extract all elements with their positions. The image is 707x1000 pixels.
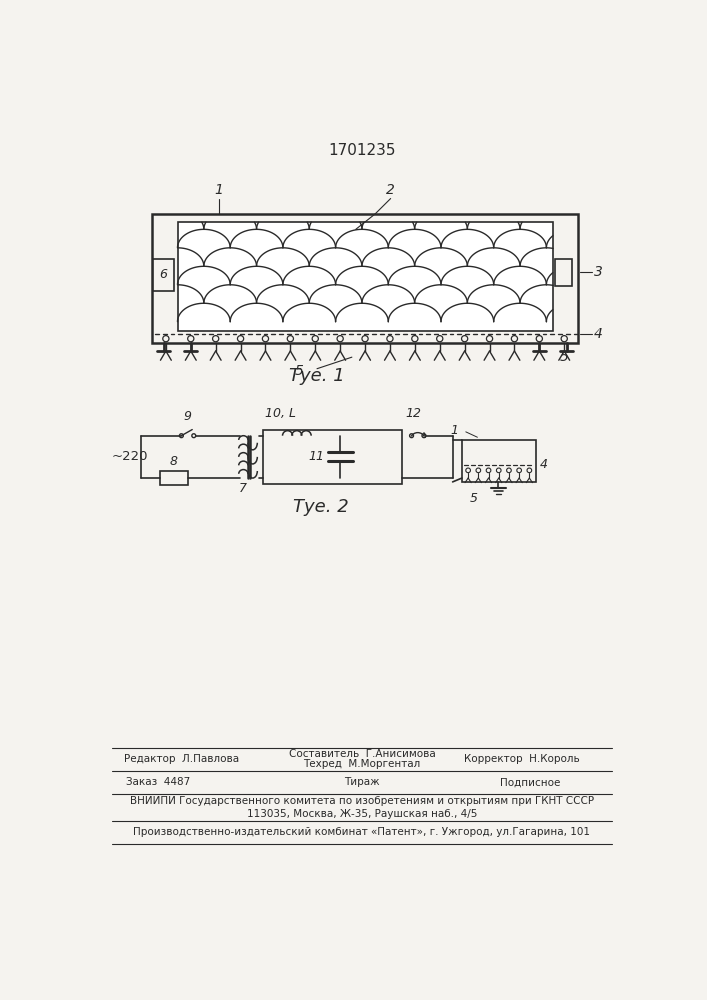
- Text: Подписное: Подписное: [500, 777, 561, 787]
- Text: ~220: ~220: [111, 450, 148, 463]
- Text: 12: 12: [405, 407, 421, 420]
- Bar: [177, 222, 554, 331]
- Text: 10, L: 10, L: [265, 407, 296, 420]
- Text: 1: 1: [214, 183, 223, 197]
- Bar: [263, 430, 402, 484]
- Bar: [152, 214, 578, 343]
- Bar: [462, 440, 535, 482]
- Text: 6: 6: [160, 268, 168, 281]
- Text: 11: 11: [309, 450, 325, 463]
- Text: 1: 1: [450, 424, 458, 437]
- Text: Τуе. 2: Τуе. 2: [293, 498, 349, 516]
- Text: 7: 7: [238, 482, 247, 495]
- Text: Корректор  Н.Король: Корректор Н.Король: [464, 754, 580, 764]
- Text: 113035, Москва, Ж-35, Раушская наб., 4/5: 113035, Москва, Ж-35, Раушская наб., 4/5: [247, 809, 477, 819]
- Text: Техред  М.Моргентал: Техред М.Моргентал: [303, 759, 421, 769]
- Text: Редактор  Л.Павлова: Редактор Л.Павлова: [124, 754, 239, 764]
- Text: 5: 5: [559, 350, 568, 364]
- Text: 1701235: 1701235: [328, 143, 396, 158]
- Text: Τуе. 1: Τуе. 1: [289, 367, 345, 385]
- Text: Тираж: Тираж: [344, 777, 380, 787]
- Text: Заказ  4487: Заказ 4487: [126, 777, 190, 787]
- Text: 8: 8: [170, 455, 177, 468]
- Text: Составитель  Г.Анисимова: Составитель Г.Анисимова: [288, 749, 436, 759]
- Text: ВНИИПИ Государственного комитета по изобретениям и открытиям при ГКНТ СССР: ВНИИПИ Государственного комитета по изоб…: [130, 796, 594, 806]
- Text: Производственно-издательский комбинат «Патент», г. Ужгород, ул.Гагарина, 101: Производственно-издательский комбинат «П…: [134, 827, 590, 837]
- Text: 5: 5: [295, 364, 303, 378]
- Text: 2: 2: [386, 183, 395, 197]
- Text: 4: 4: [594, 327, 602, 341]
- Text: 3: 3: [594, 265, 602, 279]
- Text: 5: 5: [469, 492, 477, 505]
- Text: 9: 9: [184, 410, 192, 423]
- Bar: [160, 471, 187, 485]
- Bar: [555, 259, 572, 286]
- Bar: [153, 259, 175, 291]
- Text: 4: 4: [540, 458, 548, 471]
